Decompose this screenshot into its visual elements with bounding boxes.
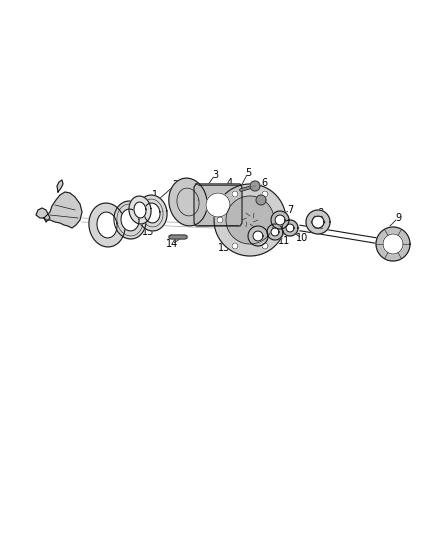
Polygon shape <box>312 216 324 228</box>
Polygon shape <box>169 235 187 239</box>
Text: 15: 15 <box>142 227 154 237</box>
Text: 6: 6 <box>261 178 267 188</box>
Polygon shape <box>267 224 283 240</box>
Polygon shape <box>194 184 242 226</box>
Text: 3: 3 <box>212 170 218 180</box>
Text: 4: 4 <box>227 178 233 188</box>
Polygon shape <box>232 191 238 197</box>
Polygon shape <box>214 184 286 256</box>
Text: 11: 11 <box>278 236 290 246</box>
Polygon shape <box>286 224 294 232</box>
Polygon shape <box>226 196 274 244</box>
Polygon shape <box>114 201 146 239</box>
Text: 16: 16 <box>94 227 106 237</box>
Polygon shape <box>262 243 268 249</box>
Text: 8: 8 <box>317 208 323 218</box>
Polygon shape <box>250 181 260 191</box>
Polygon shape <box>282 220 298 236</box>
Polygon shape <box>121 209 139 231</box>
Polygon shape <box>129 196 151 224</box>
Polygon shape <box>271 228 279 236</box>
Text: 7: 7 <box>287 205 293 215</box>
Polygon shape <box>144 203 160 223</box>
Polygon shape <box>248 226 268 246</box>
Text: 2: 2 <box>172 180 178 190</box>
Polygon shape <box>134 202 146 218</box>
Polygon shape <box>376 227 410 261</box>
Text: 14: 14 <box>166 239 178 249</box>
Polygon shape <box>383 234 403 254</box>
Polygon shape <box>275 215 285 225</box>
Text: 10: 10 <box>296 233 308 243</box>
Polygon shape <box>253 231 263 241</box>
Polygon shape <box>271 211 289 229</box>
Text: 5: 5 <box>245 168 251 178</box>
Polygon shape <box>306 210 330 234</box>
Polygon shape <box>256 195 266 205</box>
Polygon shape <box>137 195 167 231</box>
Text: 13: 13 <box>218 243 230 253</box>
Polygon shape <box>277 217 283 223</box>
Polygon shape <box>169 178 207 226</box>
Text: 9: 9 <box>395 213 401 223</box>
Polygon shape <box>36 208 50 222</box>
Polygon shape <box>206 193 230 217</box>
Polygon shape <box>262 191 268 197</box>
Polygon shape <box>232 243 238 249</box>
Text: 1: 1 <box>152 190 158 200</box>
Polygon shape <box>89 203 125 247</box>
Polygon shape <box>97 212 117 238</box>
Polygon shape <box>57 180 63 192</box>
Polygon shape <box>217 217 223 223</box>
Polygon shape <box>44 192 82 228</box>
Text: 12: 12 <box>258 239 270 249</box>
